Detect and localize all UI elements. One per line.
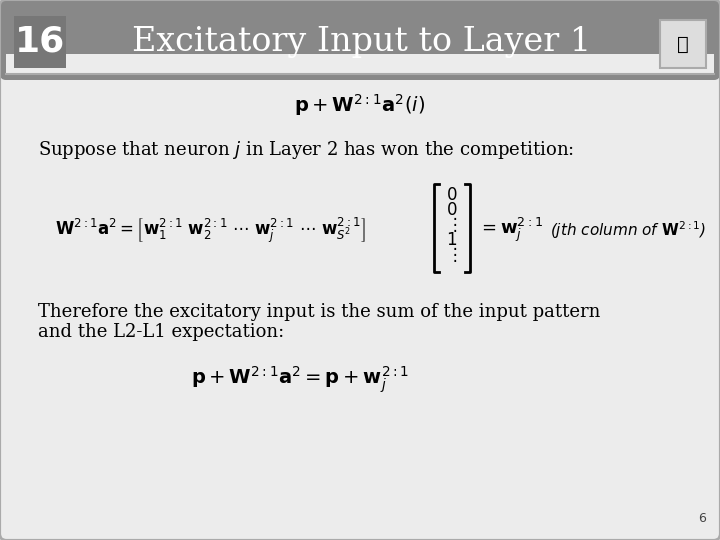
- Text: $\vdots$: $\vdots$: [446, 246, 458, 265]
- Text: Therefore the excitatory input is the sum of the input pattern: Therefore the excitatory input is the su…: [38, 303, 600, 321]
- Text: and the L2-L1 expectation:: and the L2-L1 expectation:: [38, 323, 284, 341]
- Text: $\mathbf{p}+\mathbf{W}^{2{:}1}\mathbf{a}^2 = \mathbf{p}+\mathbf{w}_j^{2{:}1}$: $\mathbf{p}+\mathbf{W}^{2{:}1}\mathbf{a}…: [191, 364, 409, 395]
- Text: 16: 16: [15, 25, 65, 59]
- Text: $\vdots$: $\vdots$: [446, 215, 458, 234]
- Text: $0$: $0$: [446, 201, 458, 219]
- Bar: [6, 6, 714, 74]
- Text: 🦉: 🦉: [677, 35, 689, 53]
- Text: $\mathbf{W}^{2{:}1}\mathbf{a}^2 = \left[\mathbf{w}_1^{2{:}1}\ \mathbf{w}_2^{2{:}: $\mathbf{W}^{2{:}1}\mathbf{a}^2 = \left[…: [55, 215, 366, 245]
- FancyBboxPatch shape: [14, 16, 66, 68]
- Text: ($j$th column of $\mathbf{W}^{2{:}1}$): ($j$th column of $\mathbf{W}^{2{:}1}$): [550, 219, 706, 241]
- Text: 6: 6: [698, 512, 706, 525]
- Text: $1$: $1$: [446, 231, 458, 249]
- Text: Suppose that neuron $j$ in Layer 2 has won the competition:: Suppose that neuron $j$ in Layer 2 has w…: [38, 139, 574, 161]
- FancyBboxPatch shape: [0, 0, 720, 80]
- Text: $\mathbf{p}+\mathbf{W}^{2{:}1}\mathbf{a}^2(i)$: $\mathbf{p}+\mathbf{W}^{2{:}1}\mathbf{a}…: [294, 92, 426, 118]
- FancyBboxPatch shape: [660, 20, 706, 68]
- Text: Excitatory Input to Layer 1: Excitatory Input to Layer 1: [132, 26, 592, 58]
- Text: $= \mathbf{w}_j^{2{:}1}$: $= \mathbf{w}_j^{2{:}1}$: [478, 216, 543, 244]
- Text: $0$: $0$: [446, 186, 458, 204]
- Bar: [6, 54, 714, 74]
